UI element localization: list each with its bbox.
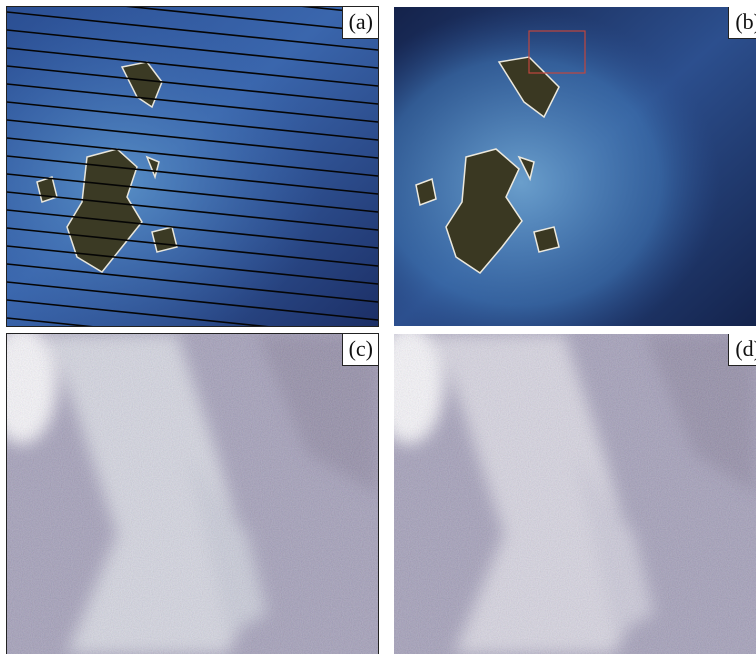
image-b [394, 7, 756, 326]
panel-c: (c) [7, 334, 378, 654]
panel-d: (d) [394, 334, 756, 654]
panel-label: (d) [728, 334, 756, 366]
panel-label: (b) [728, 7, 756, 39]
figure: {"panels": [{"label": "(a)"}, {"label": … [0, 0, 756, 654]
panel-b: (b) [394, 7, 756, 326]
panel-label: (c) [342, 334, 378, 366]
image-c [7, 334, 378, 654]
image-a [7, 7, 378, 326]
panel-a: (a) [7, 7, 378, 326]
panel-label: (a) [342, 7, 378, 39]
image-d [394, 334, 756, 654]
